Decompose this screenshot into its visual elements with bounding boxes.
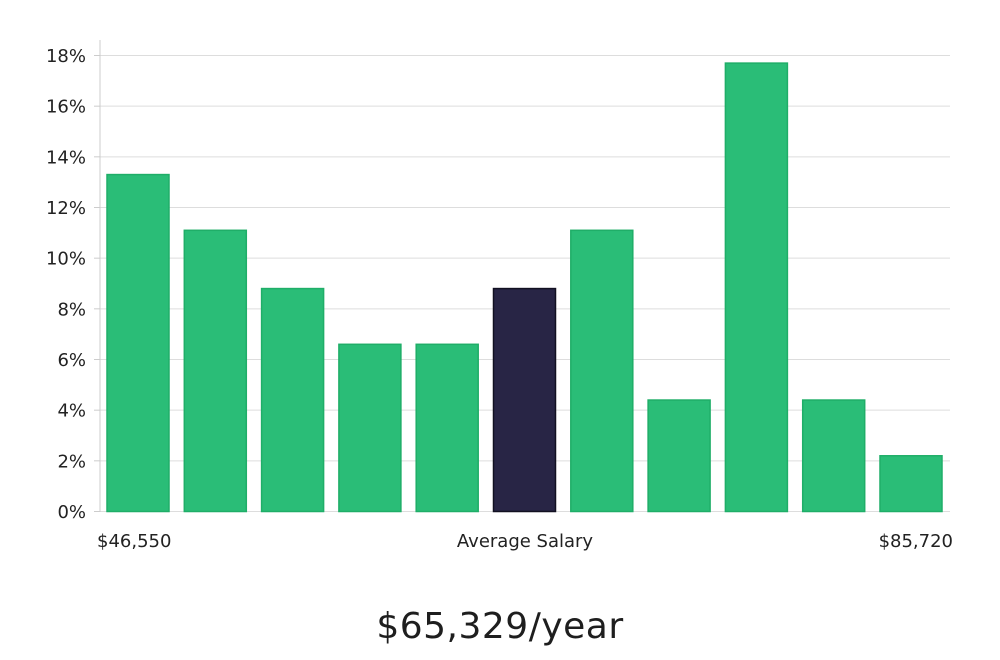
bar (724, 62, 789, 513)
x-label-average: Average Salary (457, 531, 594, 552)
bar (879, 455, 943, 513)
bar (106, 173, 170, 513)
x-label-min: $46,550 (97, 531, 171, 552)
y-tick-label: 18% (46, 46, 86, 67)
x-label-max: $85,720 (879, 531, 953, 552)
y-tick-label: 6% (57, 350, 86, 371)
bar (647, 399, 711, 513)
y-tick-label: 4% (57, 401, 86, 422)
bar (801, 399, 866, 513)
bar (570, 229, 634, 513)
y-tick-label: 10% (46, 249, 86, 270)
y-tick-label: 2% (57, 451, 86, 472)
y-tick-label: 12% (46, 198, 86, 219)
average-salary-headline: $65,329/year (376, 606, 624, 647)
salary-histogram-chart: 0% 2% 4% 6% 8% 10% 12% 14% 16% 18% $46,550 Averag… (46, 40, 953, 552)
bar (183, 229, 248, 513)
y-tick-label: 0% (57, 502, 86, 523)
bar (260, 287, 325, 513)
bar (415, 343, 479, 513)
bar-average-highlight (492, 287, 557, 513)
y-tick-label: 14% (46, 147, 86, 168)
y-axis-ticks: 0% 2% 4% 6% 8% 10% 12% 14% 16% 18% (46, 46, 100, 523)
y-tick-label: 16% (46, 97, 86, 118)
bar (338, 343, 402, 513)
bars (106, 62, 943, 513)
y-tick-label: 8% (57, 299, 86, 320)
